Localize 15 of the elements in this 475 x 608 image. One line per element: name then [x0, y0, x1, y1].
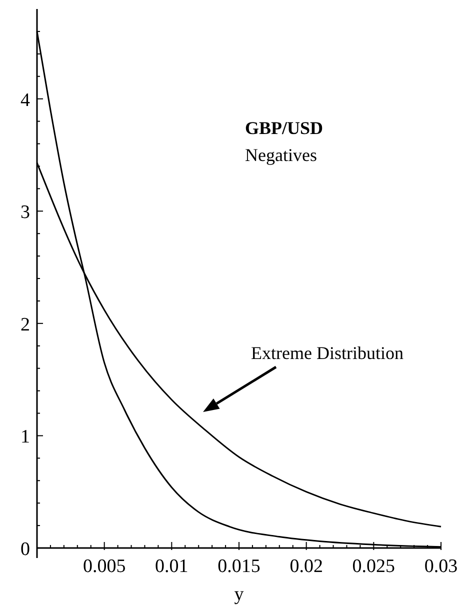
y-tick-label: 4 — [20, 90, 30, 111]
x-tick-label: 0.025 — [352, 556, 396, 577]
y-tick-label: 2 — [20, 314, 30, 336]
x-tick-label: 0.03 — [424, 556, 458, 577]
x-tick-label: 0.02 — [290, 556, 323, 577]
y-tick-label: 0 — [20, 539, 30, 560]
x-tick-label: 0.015 — [218, 556, 260, 577]
text: Negatives — [245, 145, 317, 165]
y-tick-label: 1 — [20, 426, 30, 448]
x-axis-title: y — [234, 584, 244, 605]
x-tick-label: 0.01 — [155, 556, 188, 577]
x-tick-label: 0.005 — [82, 556, 126, 577]
y-tick-label: 3 — [20, 202, 30, 224]
annotation: Extreme Distribution — [251, 343, 404, 363]
text: GBP/USD — [245, 118, 324, 138]
